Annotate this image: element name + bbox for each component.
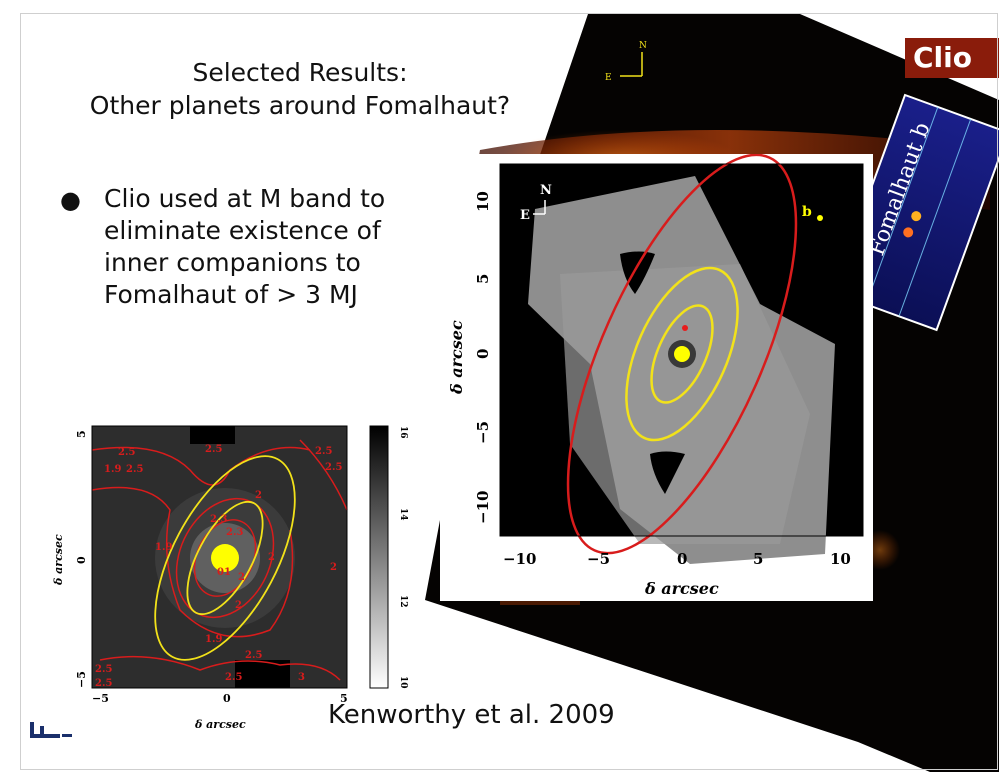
- colorbar-tick: 12: [398, 595, 408, 608]
- contour-label: 1.9: [155, 542, 172, 553]
- contour-outer-yellow: [154, 455, 296, 661]
- contour-label: 2: [255, 490, 262, 501]
- outer-ring-ellipse: [566, 153, 798, 555]
- inset-y-ticks: 10 5 0 −5 −10: [474, 191, 492, 524]
- inset-ytick: 5: [474, 274, 492, 284]
- inset-xlabel: δ arcsec: [644, 579, 719, 598]
- star-marker: [674, 346, 690, 362]
- contour-xtick: 0: [223, 692, 231, 705]
- compass-icon: N E: [605, 41, 647, 83]
- contour-star-marker: [211, 544, 239, 572]
- inset-ylabel: δ arcsec: [447, 320, 466, 395]
- contour-xlabel: δ arcsec: [194, 718, 246, 731]
- colorbar-tick: 16: [398, 426, 408, 439]
- inset-ytick: −10: [474, 491, 492, 524]
- clio-badge: Clio: [905, 38, 999, 78]
- contour-label: 2.5: [225, 672, 242, 683]
- colorbar: [369, 425, 389, 689]
- contour-ytick: 0: [75, 556, 88, 564]
- contour-label: 2.5: [325, 462, 342, 473]
- contour-label: 2: [330, 562, 337, 573]
- contour-ytick: 5: [75, 430, 88, 438]
- contour-label: 1.9: [104, 464, 121, 475]
- contour-labels: 2.5 2.5 2.5 1.9 2 2.5 2.3 2.5 1.9 2.3 2 …: [95, 444, 342, 689]
- planet-b-marker: [817, 215, 823, 221]
- contour-label: 2.5: [126, 464, 143, 475]
- contour-figure: 2.5 2.5 2.5 1.9 2 2.5 2.3 2.5 1.9 2.3 2 …: [40, 410, 415, 740]
- inset-xtick: −5: [587, 550, 610, 568]
- contour-label: 2.3: [226, 527, 243, 538]
- inner-yellow-ellipse: [650, 304, 714, 404]
- institution-logo-icon: [30, 722, 72, 738]
- contour-label: 01: [217, 567, 231, 578]
- contour-label: 3: [298, 672, 305, 683]
- inset-xtick: −10: [503, 550, 536, 568]
- inset-ytick: −5: [474, 421, 492, 444]
- colorbar-tick: 14: [398, 508, 408, 521]
- contour-label: 2.3: [210, 514, 227, 525]
- inset-compass-icon: N E: [520, 183, 552, 223]
- contour-xtick: −5: [92, 692, 109, 705]
- contour-label: 2: [238, 572, 245, 583]
- contour-label: 1.9: [205, 634, 222, 645]
- contour-label: 2.5: [315, 446, 332, 457]
- inset-xtick: 10: [830, 550, 851, 568]
- contour-label: 2.5: [205, 444, 222, 455]
- outer-yellow-ellipse: [625, 266, 739, 442]
- contour-label: 2: [268, 552, 275, 563]
- contour-ytick: −5: [75, 671, 88, 688]
- compass-e-label: E: [605, 73, 612, 83]
- inset-compass-n: N: [540, 183, 552, 198]
- title-line-1: Selected Results:: [192, 58, 408, 87]
- inset-figure: b N E −10 −5 0 5 10 δ arcsec 10 5: [440, 153, 873, 601]
- inset-xtick: 5: [753, 550, 763, 568]
- bullet-dot-icon: ●: [60, 186, 81, 214]
- contour-label: 2.5: [95, 678, 112, 689]
- slide-title: Selected Results: Other planets around F…: [20, 56, 580, 122]
- title-line-2: Other planets around Fomalhaut?: [89, 91, 511, 120]
- contour-y-ticks: 5 0 −5: [75, 430, 88, 688]
- compass-n-label: N: [639, 41, 647, 51]
- contour-ylabel: δ arcsec: [52, 534, 65, 586]
- bullet-text: Clio used at M band to eliminate existen…: [104, 184, 386, 309]
- inset-x-ticks: −10 −5 0 5 10: [503, 550, 851, 568]
- contour-label: 2: [235, 600, 242, 611]
- planet-b-label: b: [802, 204, 812, 220]
- inset-ytick: 10: [474, 191, 492, 212]
- inset-xtick: 0: [677, 550, 687, 568]
- colorbar-ticks: 16 14 12 10: [398, 426, 408, 689]
- contour-label: 2.5: [95, 664, 112, 675]
- contour-xtick: 5: [340, 692, 348, 705]
- citation: Kenworthy et al. 2009: [328, 700, 615, 730]
- inset-compass-e: E: [520, 208, 530, 223]
- colorbar-tick: 10: [398, 676, 408, 689]
- inset-ytick: 0: [474, 349, 492, 359]
- slide-frame: [20, 13, 998, 770]
- contour-x-ticks: −5 0 5: [92, 692, 348, 705]
- contour-inner-yellow: [186, 500, 264, 616]
- contour-label: 2.5: [245, 650, 262, 661]
- contour-label: 2.5: [118, 447, 135, 458]
